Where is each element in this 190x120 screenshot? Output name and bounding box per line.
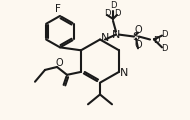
Text: D: D (110, 1, 116, 10)
Text: N: N (112, 30, 120, 40)
Text: N: N (101, 33, 109, 42)
Text: D: D (161, 30, 167, 39)
Text: D: D (153, 36, 159, 45)
Text: F: F (55, 4, 61, 14)
Text: O: O (55, 58, 63, 68)
Text: O: O (134, 25, 142, 35)
Text: S: S (132, 32, 140, 42)
Text: N: N (120, 68, 128, 78)
Text: D: D (114, 9, 120, 18)
Text: D: D (161, 44, 167, 53)
Text: O: O (134, 40, 142, 50)
Text: D: D (104, 9, 110, 18)
